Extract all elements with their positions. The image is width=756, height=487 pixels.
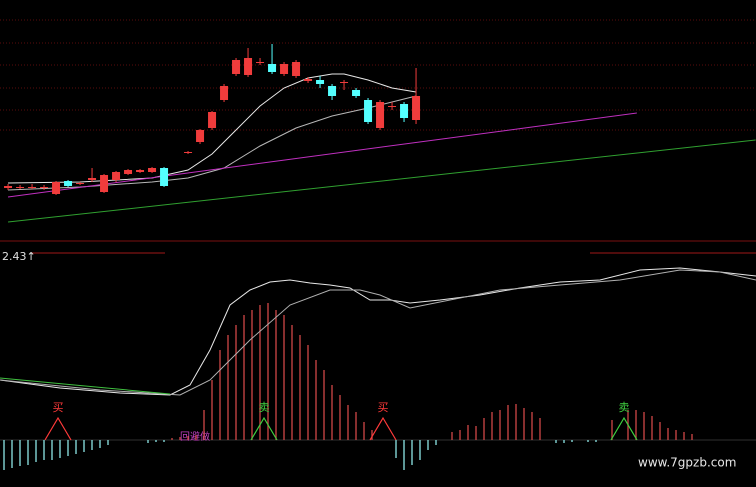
signal-marker [369, 416, 397, 441]
candle-body [292, 62, 301, 76]
candle-body [52, 182, 61, 194]
candle-body [28, 187, 37, 188]
candle-body [76, 183, 85, 184]
signal-marker [44, 416, 72, 441]
indicator-line [0, 269, 756, 396]
candle-body [160, 168, 169, 186]
candle-body [364, 100, 373, 122]
candle-body [400, 104, 409, 118]
candle-body [64, 181, 73, 186]
candle-body [208, 112, 217, 128]
candle-body [220, 86, 229, 100]
candle-body [148, 168, 157, 172]
candle-body [88, 178, 97, 180]
signal-label: 买 [378, 401, 389, 414]
candle-body [184, 152, 193, 153]
indicator-line [0, 267, 756, 396]
candle-body [4, 186, 13, 188]
signal-label: 卖 [259, 401, 270, 414]
candle-body [124, 170, 133, 174]
candle-body [316, 80, 325, 84]
indicator-line [7, 139, 756, 223]
candle-body [100, 175, 109, 192]
signal-label: 卖 [619, 401, 630, 414]
candle-body [340, 82, 349, 83]
candle-body [40, 187, 49, 188]
candle-body [352, 90, 361, 96]
candle-body [328, 86, 337, 96]
signal-marker [610, 416, 638, 441]
candle-body [304, 79, 313, 81]
candle-body [232, 60, 241, 74]
watermark: www.7gpzb.com [638, 456, 736, 470]
candle-body [280, 64, 289, 74]
candle-body [388, 106, 397, 107]
note: 回避做 [180, 430, 210, 443]
candle-body [244, 58, 253, 75]
candle-body [268, 64, 277, 72]
candle-body [412, 96, 421, 120]
signal-marker [250, 416, 278, 441]
indicator-label: 2.43↑ [2, 250, 36, 263]
candle-body [112, 172, 121, 180]
candle-body [196, 130, 205, 142]
candle-body [256, 62, 265, 63]
indicator-line [0, 377, 171, 395]
candle-body [136, 170, 145, 172]
candle-body [376, 102, 385, 128]
signal-label: 买 [53, 401, 64, 414]
candle-body [16, 187, 25, 188]
indicator-line [7, 112, 637, 198]
